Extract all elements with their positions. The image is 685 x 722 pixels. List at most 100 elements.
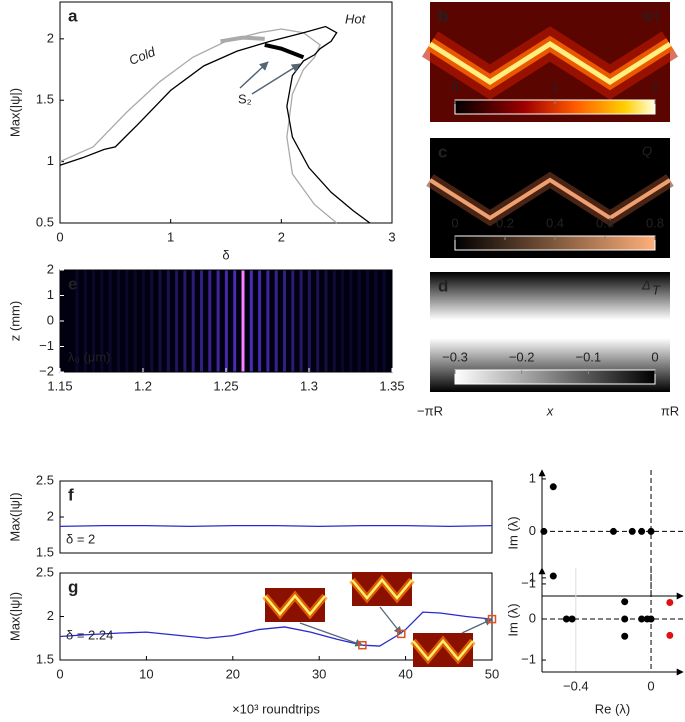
x-axis-label: δ: [222, 247, 229, 262]
y-axis-label: Max(|ψ|): [7, 492, 22, 541]
y-tick-label: 0: [529, 523, 536, 538]
spectrum-stripe: [233, 270, 237, 372]
eigenvalue: [647, 615, 655, 623]
eigenvalue: [666, 631, 674, 639]
y-axis-label: Max(|ψ|): [7, 88, 22, 137]
spectrum-stripe: [175, 270, 179, 372]
annotation: λ₀ (μm): [68, 349, 111, 364]
x-axis-label: x: [546, 403, 554, 418]
x-tick-label: 40: [398, 666, 412, 681]
x-tick-label: 2: [278, 229, 285, 244]
spectrum-stripe: [324, 270, 328, 372]
colorbar-tick-label: −0.2: [509, 349, 535, 364]
eigenvalue: [609, 527, 617, 535]
arrow: [379, 606, 402, 635]
eigenvalue: [621, 615, 629, 623]
spectrum-stripe: [291, 270, 295, 372]
spectrum-stripe: [332, 270, 336, 372]
x-tick-label: 1.25: [213, 378, 238, 393]
panel-title: Q: [642, 143, 652, 158]
colorbar-tick-label: −0.1: [575, 349, 601, 364]
colorbar-tick-label: 1: [551, 79, 558, 94]
marker: [358, 640, 367, 650]
arrow: [461, 618, 493, 634]
eigenvalue: [568, 615, 576, 623]
eigenvalue: [638, 527, 646, 535]
line-series: [59, 524, 493, 528]
x-tick-label: 10: [139, 666, 153, 681]
colorbar-tick-label: 0: [451, 215, 458, 230]
spectrum-stripe: [382, 270, 386, 372]
spectrum-stripe: [216, 270, 220, 372]
y-tick-label: 2: [47, 608, 54, 623]
spectrum-stripe: [316, 270, 320, 372]
y-tick-label: 2: [47, 30, 54, 45]
line-series: [220, 35, 265, 44]
spectrum-stripe: [92, 270, 96, 372]
x-tick-label: −0.4: [563, 678, 589, 693]
annotation: δ = 2.24: [66, 627, 113, 642]
y-tick-label: 2.5: [36, 564, 54, 579]
x-tick-label: 0: [56, 666, 63, 681]
y-axis-label: Im (λ): [505, 603, 520, 636]
x-tick-label: −πR: [417, 403, 443, 418]
y-tick-label: −1: [521, 652, 536, 667]
y-tick-label: 1.5: [36, 92, 54, 107]
y-tick-label: 1.5: [36, 544, 54, 559]
spectrum-stripe: [366, 270, 369, 372]
spectrum-stripe: [141, 270, 145, 372]
annotation: S₂: [238, 91, 252, 106]
colorbar-tick-label: 0: [651, 349, 658, 364]
panel-letter: a: [68, 6, 78, 25]
spectrum-stripe: [266, 270, 270, 372]
x-tick-label: 3: [388, 229, 395, 244]
x-tick-label: 1.2: [134, 378, 152, 393]
eigenvalue: [666, 599, 674, 607]
spectrum-stripe: [283, 270, 286, 372]
spectrum-stripe: [108, 270, 112, 372]
panel-letter: f: [68, 485, 74, 504]
spectrum-stripe: [341, 270, 345, 372]
plot-frame: [59, 480, 493, 554]
x-tick-label: 1.15: [47, 378, 72, 393]
x-tick-label: 30: [312, 666, 326, 681]
x-axis-label: ×10³ roundtrips: [232, 701, 320, 716]
y-tick-label: 0.5: [36, 214, 54, 229]
x-tick-label: 50: [485, 666, 499, 681]
y-tick-label: −1: [521, 575, 536, 590]
eigenvalue: [549, 572, 557, 580]
x-tick-label: 20: [226, 666, 240, 681]
spectrum-stripe: [166, 270, 170, 372]
spectrum-stripe: [357, 270, 361, 372]
colorbar-tick-label: 0.6: [596, 215, 614, 230]
colorbar-tick-label: 0.4: [546, 215, 564, 230]
y-tick-label: 1: [529, 569, 536, 584]
ridge: [428, 41, 672, 85]
spectrum-stripe: [133, 270, 137, 372]
ridge: [428, 177, 672, 221]
marker: [487, 614, 497, 624]
spectrum-stripe: [241, 270, 245, 372]
eigenvalue: [562, 615, 570, 623]
annotation: Cold: [127, 44, 158, 68]
spectrum-stripe: [75, 270, 79, 372]
marker: [397, 629, 406, 639]
y-tick-label: 1: [47, 287, 54, 302]
eigenvalue: [621, 598, 629, 606]
y-tick-label: 1: [47, 153, 54, 168]
x-axis-label: Re (λ): [595, 701, 630, 716]
spectrum-stripe: [191, 270, 195, 372]
spectrum-stripe: [83, 270, 87, 372]
y-tick-label: −1: [39, 338, 54, 353]
spectrum-stripe: [200, 270, 203, 372]
y-axis-label: Max(|ψ|): [7, 592, 22, 641]
eigenvalue: [549, 483, 557, 491]
panel-title: |ψ|: [642, 7, 658, 22]
spectrum-stripe: [258, 270, 262, 372]
spectrum-stripe: [158, 270, 162, 372]
panel-letter: c: [438, 142, 447, 161]
spectrum-stripe: [274, 270, 278, 372]
annotation: δ = 2: [66, 531, 95, 546]
spectrum-stripe: [150, 270, 154, 372]
arrow: [239, 61, 269, 89]
